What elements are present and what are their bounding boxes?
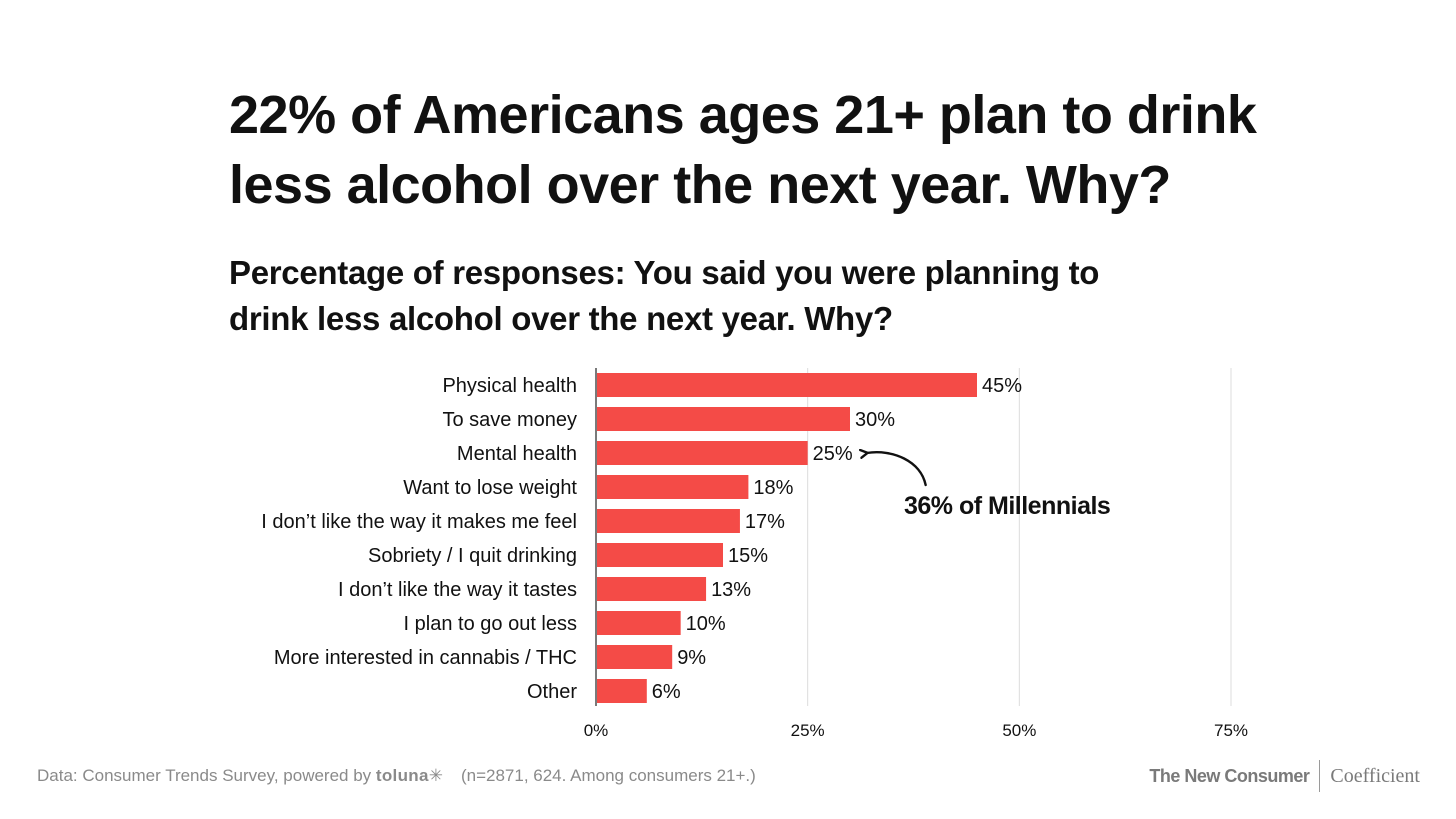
category-label: To save money — [442, 409, 577, 431]
bars — [597, 373, 977, 703]
value-label: 10% — [686, 613, 726, 635]
category-label: Want to lose weight — [403, 477, 577, 499]
category-labels: Physical health To save money Mental healt… — [261, 375, 577, 703]
bar — [597, 577, 707, 601]
source-prefix: Data: Consumer Trends Survey, powered by — [37, 766, 376, 785]
bar — [597, 441, 808, 465]
category-label: Other — [527, 681, 577, 703]
value-label: 45% — [982, 375, 1022, 397]
chart-subtitle-line-2: drink less alcohol over the next year. W… — [229, 300, 893, 337]
toluna-logo: toluna — [375, 766, 429, 785]
value-label: 25% — [813, 443, 853, 465]
annotation-text: 36% of Millennials — [904, 492, 1110, 520]
bar — [597, 475, 749, 499]
sample-size-note: (n=2871, 624. Among consumers 21+.) — [460, 766, 756, 785]
chart-title: 22% of Americans ages 21+ plan to drink … — [229, 80, 1329, 220]
category-label: Physical health — [442, 375, 577, 397]
x-tick-label: 50% — [1002, 721, 1036, 740]
category-label: I don’t like the way it tastes — [338, 579, 577, 601]
toluna-asterisk-icon: ✳ — [428, 766, 443, 785]
category-label: More interested in cannabis / THC — [274, 647, 577, 669]
x-tick-label: 0% — [584, 721, 609, 740]
chart-subtitle-line-1: Percentage of responses: You said you we… — [229, 254, 1100, 291]
bar — [597, 611, 681, 635]
category-label: I don’t like the way it makes me feel — [261, 511, 577, 533]
category-label: I plan to go out less — [404, 613, 577, 635]
value-label: 9% — [677, 647, 706, 669]
the-new-consumer-logo: The New Consumer — [1149, 765, 1310, 786]
chart-title-line-2: less alcohol over the next year. Why? — [229, 155, 1171, 215]
bar — [597, 407, 850, 431]
annotation: 36% of Millennials — [867, 452, 1111, 520]
bar — [597, 679, 647, 703]
source-note: Data: Consumer Trends Survey, powered by… — [37, 766, 756, 786]
bar — [597, 509, 740, 533]
value-label: 15% — [728, 545, 768, 567]
value-label: 13% — [711, 579, 751, 601]
value-label: 30% — [855, 409, 895, 431]
value-label: 18% — [753, 477, 793, 499]
x-tick-label: 25% — [791, 721, 825, 740]
category-label: Mental health — [457, 443, 577, 465]
logo-divider — [1319, 760, 1321, 792]
bar — [597, 373, 977, 397]
coefficient-logo: Coefficient — [1330, 764, 1420, 787]
x-tick-label: 75% — [1214, 721, 1248, 740]
x-axis-tick-labels: 0% 25% 50% 75% — [584, 721, 1248, 740]
category-label: Sobriety / I quit drinking — [368, 545, 577, 567]
chart-subtitle: Percentage of responses: You said you we… — [229, 250, 1279, 342]
annotation-arrow — [867, 452, 927, 487]
bar — [597, 645, 673, 669]
value-label: 6% — [652, 681, 681, 703]
value-label: 17% — [745, 511, 785, 533]
value-labels: 45% 30%25% 18% 17% 15% 13% 10% 9% 6% — [652, 375, 1022, 703]
chart-title-line-1: 22% of Americans ages 21+ plan to drink — [229, 85, 1257, 145]
footer-logos: The New Consumer Coefficient — [1149, 758, 1420, 794]
bar — [597, 543, 723, 567]
